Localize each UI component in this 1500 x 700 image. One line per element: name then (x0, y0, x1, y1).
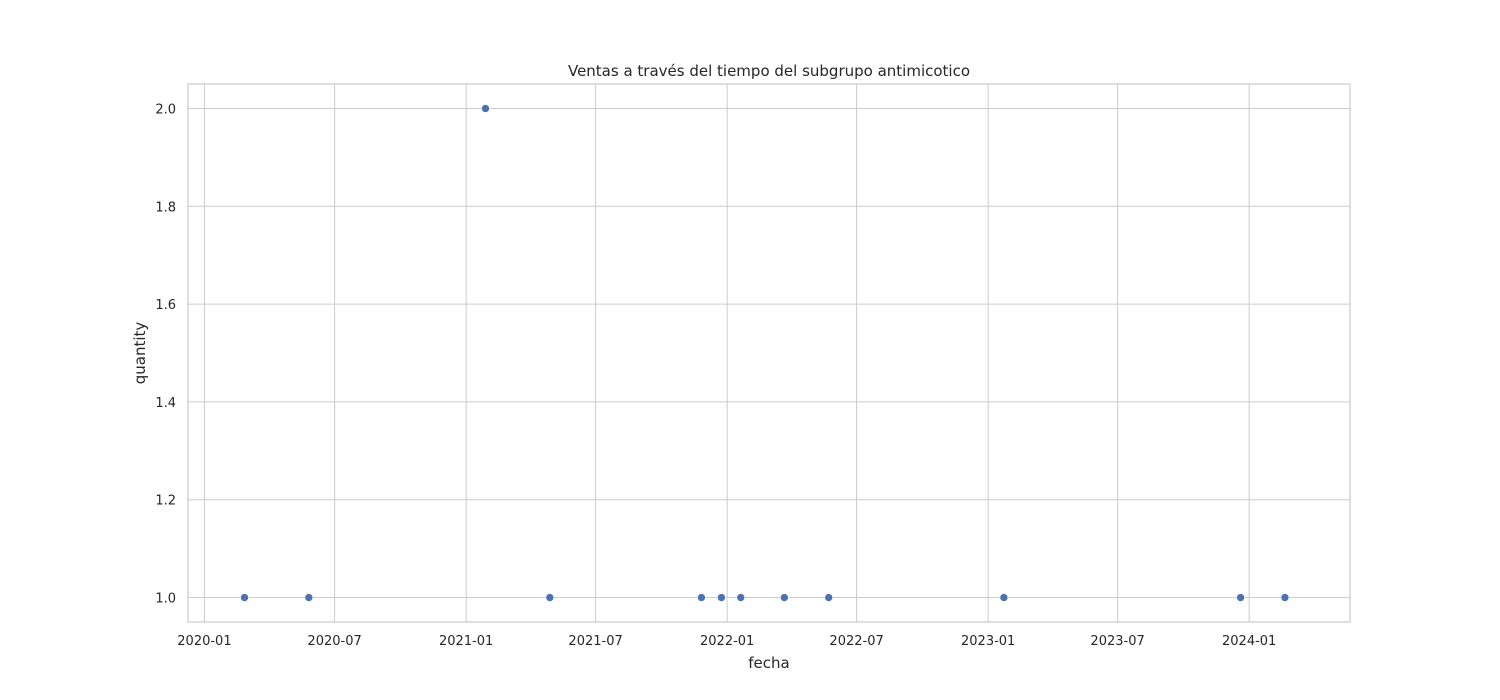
x-tick-label: 2021-01 (439, 634, 493, 649)
x-tick-label: 2024-01 (1222, 634, 1276, 649)
data-point (999, 593, 1009, 602)
data-point (481, 104, 490, 113)
y-tick-label: 1.0 (155, 592, 176, 607)
data-point (717, 593, 726, 602)
y-tick-label: 1.8 (155, 200, 176, 215)
x-gridlines (203, 84, 1250, 622)
data-point (697, 593, 706, 602)
x-axis-label: fecha (748, 654, 789, 672)
plot-frame (187, 83, 1351, 623)
y-tick-labels: 1.0 1.2 1.4 1.6 1.8 2.0 (155, 102, 176, 606)
plot-background (188, 84, 1350, 622)
data-point (1236, 593, 1245, 602)
x-tick-label: 2022-01 (700, 634, 754, 649)
x-tick-label: 2023-01 (961, 634, 1015, 649)
x-tick-label: 2022-07 (829, 634, 883, 649)
data-point (780, 593, 789, 602)
y-tick-label: 2.0 (155, 102, 176, 117)
data-points (240, 104, 1290, 602)
data-point (736, 593, 746, 602)
y-axis-label: quantity (131, 322, 149, 385)
chart-title: Ventas a través del tiempo del subgrupo … (568, 62, 970, 80)
data-point (1280, 593, 1290, 602)
x-tick-label: 2021-07 (568, 634, 622, 649)
y-tick-label: 1.6 (155, 298, 176, 313)
data-point (824, 593, 834, 602)
x-tick-labels: 2020-01 2020-07 2021-01 2021-07 2022-01 2022-… (177, 634, 1276, 649)
x-tick-label: 2020-07 (307, 634, 361, 649)
y-tick-label: 1.2 (155, 494, 176, 509)
y-gridlines (188, 107, 1350, 599)
x-tick-label: 2020-01 (177, 634, 231, 649)
data-point (304, 593, 314, 602)
data-point (240, 593, 249, 602)
y-tick-label: 1.4 (155, 396, 176, 411)
data-point (545, 593, 555, 602)
x-tick-label: 2023-07 (1090, 634, 1144, 649)
